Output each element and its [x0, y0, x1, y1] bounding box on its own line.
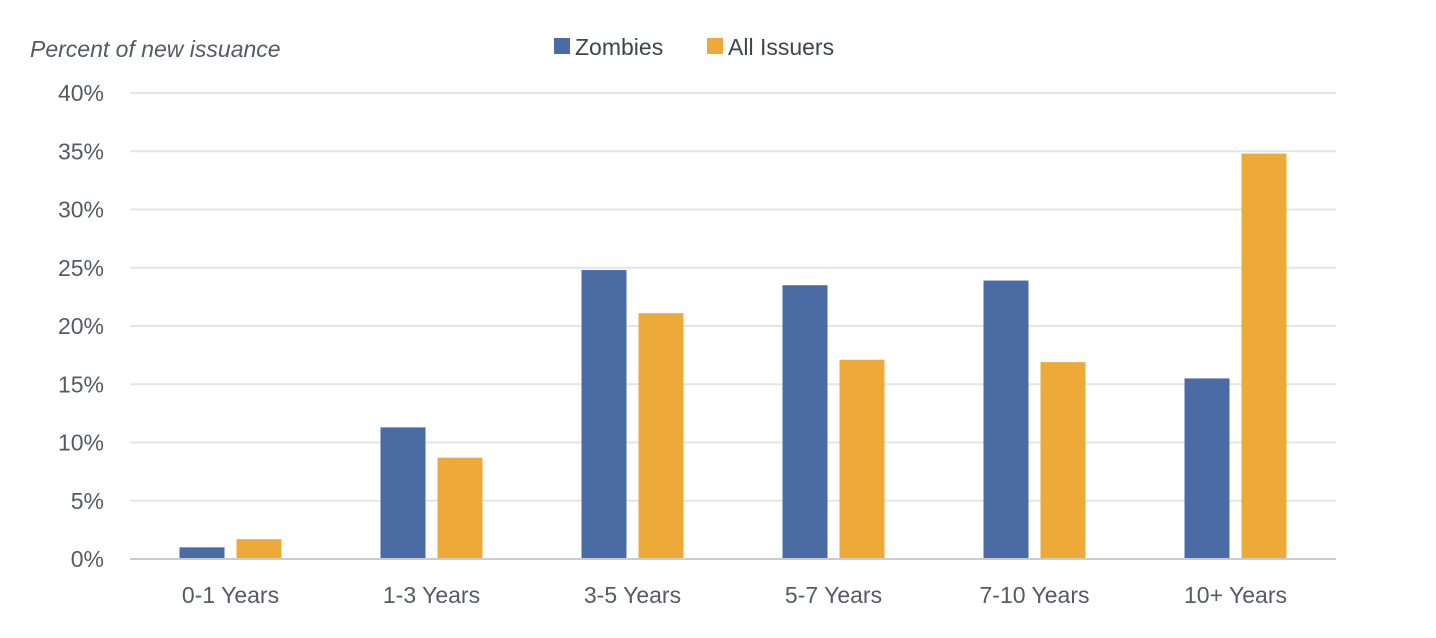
- bar-zombies: [380, 427, 426, 559]
- x-tick-label: 3-5 Years: [584, 582, 681, 608]
- bar-all-issuers: [839, 359, 885, 559]
- bar-all-issuers: [437, 457, 483, 559]
- x-tick-label: 5-7 Years: [785, 582, 882, 608]
- y-tick-label: 35%: [58, 138, 104, 164]
- bar-zombies: [983, 280, 1029, 559]
- y-tick-label: 25%: [58, 255, 104, 281]
- bar-zombies: [581, 270, 627, 559]
- bar-all-issuers: [1040, 362, 1086, 559]
- y-tick-label: 0%: [71, 546, 104, 572]
- bar-all-issuers: [638, 313, 684, 559]
- bar-all-issuers: [236, 539, 282, 559]
- bar-zombies: [1184, 378, 1230, 559]
- legend: Zombies All Issuers: [554, 34, 834, 60]
- x-tick-label: 0-1 Years: [182, 582, 279, 608]
- gridlines: [130, 92, 1336, 502]
- y-axis-ticks: 0% 5% 10% 15% 20% 25% 30% 35% 40%: [58, 80, 104, 572]
- bars: [179, 153, 1287, 559]
- x-tick-label: 7-10 Years: [980, 582, 1090, 608]
- y-tick-label: 40%: [58, 80, 104, 106]
- x-tick-label: 10+ Years: [1184, 582, 1287, 608]
- bar-zombies: [179, 547, 225, 559]
- x-axis-ticks: 0-1 Years 1-3 Years 3-5 Years 5-7 Years 7-10…: [182, 582, 1287, 608]
- bar-zombies: [782, 285, 828, 559]
- y-tick-label: 30%: [58, 197, 104, 223]
- legend-label-all-issuers: All Issuers: [728, 34, 834, 60]
- legend-label-zombies: Zombies: [575, 34, 663, 60]
- y-axis-title: Percent of new issuance: [30, 36, 281, 62]
- x-tick-label: 1-3 Years: [383, 582, 480, 608]
- bar-all-issuers: [1241, 153, 1287, 559]
- y-tick-label: 10%: [58, 430, 104, 456]
- legend-swatch-all-issuers: [707, 38, 723, 54]
- legend-swatch-zombies: [554, 38, 570, 54]
- y-tick-label: 5%: [71, 488, 104, 514]
- y-tick-label: 15%: [58, 371, 104, 397]
- y-tick-label: 20%: [58, 313, 104, 339]
